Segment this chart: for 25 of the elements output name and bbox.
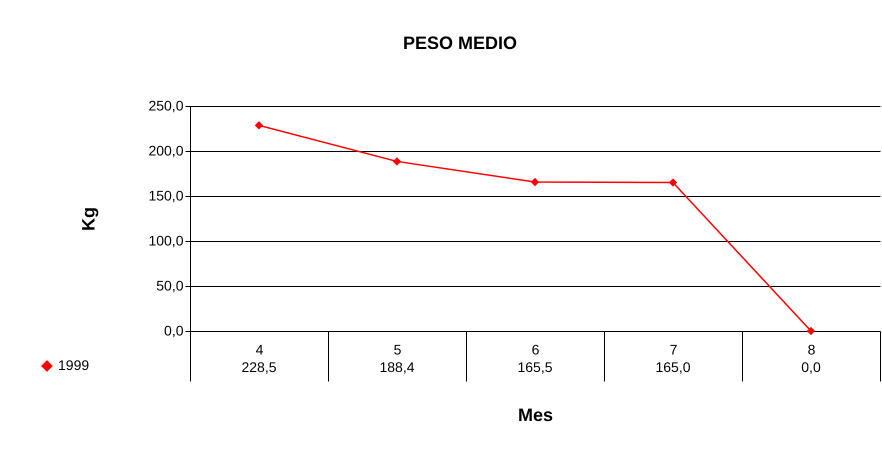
y-tick-label: 50,0 <box>156 278 184 294</box>
y-tick-label: 100,0 <box>148 232 184 248</box>
x-tick-label: 6 <box>532 342 540 358</box>
y-tick-label: 250,0 <box>148 98 184 114</box>
x-tick-label: 5 <box>394 342 402 358</box>
point <box>806 326 816 336</box>
data-label: 188,4 <box>379 359 415 375</box>
y-tick-label: 150,0 <box>148 188 184 204</box>
point <box>668 178 678 187</box>
y-tick-label: 0,0 <box>164 322 184 338</box>
x-tick-label: 7 <box>670 342 678 358</box>
x-tick-label: 4 <box>256 342 264 358</box>
y-axis-title: Kg <box>78 207 98 231</box>
point <box>254 121 264 130</box>
data-label: 165,5 <box>517 359 553 375</box>
data-label: 0,0 <box>801 359 821 375</box>
x-axis-title: Mes <box>518 405 554 425</box>
chart-title: PESO MEDIO <box>402 33 518 53</box>
x-tick-label: 8 <box>808 342 816 358</box>
point <box>392 157 402 166</box>
y-tick-label: 200,0 <box>148 142 184 158</box>
legend-label: 1999 <box>58 357 90 373</box>
data-label: 228,5 <box>241 359 277 375</box>
data-label: 165,0 <box>655 359 691 375</box>
point <box>530 178 540 186</box>
